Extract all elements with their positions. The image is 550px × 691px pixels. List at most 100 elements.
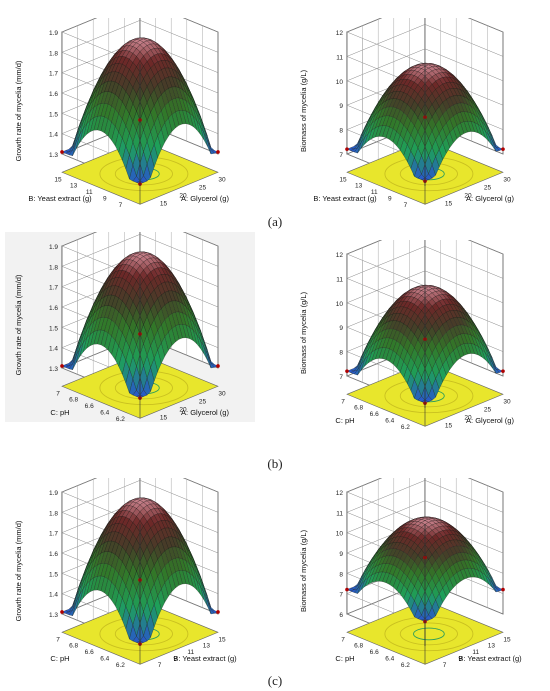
z-tick-label: 1.3 <box>49 152 58 159</box>
z-tick-label: 1.6 <box>49 551 58 558</box>
chart-panel-b-growth: 1.31.41.51.61.71.81.9101520253066.26.46.… <box>5 232 255 422</box>
y-tick-label: 7 <box>56 636 60 643</box>
x-tick-label: 11 <box>472 649 479 656</box>
design-point <box>501 147 505 151</box>
z-tick-label: 11 <box>336 54 343 61</box>
grid-line <box>346 24 504 89</box>
caption-a: (a) <box>267 214 283 229</box>
z-tick-label: 1.9 <box>49 244 58 251</box>
y-axis-title: C: pH <box>50 654 69 663</box>
design-point <box>345 147 349 151</box>
x-axis-title: A: Glycerol (g) <box>181 408 229 417</box>
x-tick-label: 15 <box>445 422 453 429</box>
y-tick-label: 13 <box>70 183 78 190</box>
grid-line <box>61 478 219 525</box>
y-tick-label: 9 <box>388 196 392 203</box>
z-axis-title: Biomass of mycelia (g/L) <box>299 529 308 612</box>
y-tick-label: 6.6 <box>370 411 379 418</box>
y-tick-label: 7 <box>341 398 345 405</box>
y-tick-label: 6.6 <box>370 649 379 656</box>
y-tick-label: 6.2 <box>401 424 410 430</box>
y-axis-title: C: pH <box>335 654 354 663</box>
y-axis-title: B: Yeast extract (g) <box>28 194 92 203</box>
z-tick-label: 1.8 <box>49 264 58 271</box>
y-tick-label: 7 <box>119 202 123 208</box>
response-surface <box>61 37 219 185</box>
y-tick-label: 6.2 <box>116 416 125 422</box>
x-tick-label: 30 <box>503 176 511 183</box>
z-tick-label: 9 <box>339 103 343 110</box>
y-tick-label: 7 <box>341 636 345 643</box>
y-axis-title: C: pH <box>50 408 69 417</box>
z-tick-label: 1.5 <box>49 325 58 332</box>
z-tick-label: 12 <box>336 252 344 259</box>
x-tick-label: 20 <box>464 414 472 421</box>
z-tick-label: 1.4 <box>49 132 58 139</box>
chart-panel-c-growth: 1.31.41.51.61.71.81.957911131566.26.46.6… <box>5 478 255 668</box>
z-tick-label: 12 <box>336 490 344 497</box>
x-axis-title: B: Yeast extract (g) <box>173 654 237 663</box>
y-tick-label: 6.8 <box>354 405 363 412</box>
design-point <box>501 587 505 592</box>
z-axis-title: Growth rate of mycelia (mm/d) <box>14 520 23 621</box>
chart-panel-a-biomass: 7891011121015202530579111315Biomass of m… <box>290 18 540 208</box>
z-tick-label: 12 <box>336 30 344 37</box>
x-axis-title: A: Glycerol (g) <box>466 416 514 425</box>
caption-b: (b) <box>267 456 283 471</box>
grid-line <box>61 480 219 545</box>
z-tick-label: 9 <box>339 551 343 558</box>
x-tick-label: 7 <box>443 662 447 668</box>
design-point <box>345 587 349 592</box>
x-tick-label: 20 <box>464 192 472 199</box>
response-surface <box>346 62 504 182</box>
y-tick-label: 6.6 <box>85 649 94 656</box>
floor-contour <box>413 627 445 641</box>
z-tick-label: 8 <box>339 571 343 578</box>
z-tick-label: 1.8 <box>49 50 58 57</box>
z-tick-label: 1.9 <box>49 30 58 37</box>
x-tick-label: 25 <box>199 398 207 405</box>
grid-line <box>61 232 219 279</box>
chart-panel-a-growth: 1.31.41.51.61.71.81.91015202530579111315… <box>5 18 255 208</box>
grid-line <box>346 240 504 287</box>
x-tick-label: 15 <box>160 200 168 207</box>
z-axis-title: Biomass of mycelia (g/L) <box>299 291 308 374</box>
z-tick-label: 9 <box>339 325 343 332</box>
z-tick-label: 7 <box>339 592 343 599</box>
grid-line <box>346 246 504 311</box>
x-tick-label: 13 <box>203 643 211 650</box>
y-tick-label: 6.4 <box>385 656 394 663</box>
surface-chart-svg: 1.31.41.51.61.71.81.91015202530579111315… <box>14 18 229 208</box>
design-point <box>216 150 220 154</box>
grid-line <box>61 18 219 65</box>
x-tick-label: 15 <box>503 636 511 643</box>
z-axis-title: Growth rate of mycelia (mm/d) <box>14 274 23 375</box>
y-tick-label: 6.4 <box>100 656 109 663</box>
y-tick-label: 6.4 <box>100 410 109 417</box>
x-tick-label: 25 <box>199 184 207 191</box>
z-tick-label: 10 <box>336 79 344 86</box>
z-tick-label: 8 <box>339 350 343 357</box>
z-tick-label: 1.7 <box>49 285 58 292</box>
grid-line <box>346 480 504 545</box>
z-tick-label: 1.5 <box>49 111 58 118</box>
x-tick-label: 11 <box>187 649 194 656</box>
x-tick-label: 30 <box>503 398 511 405</box>
y-tick-label: 6.2 <box>401 662 410 668</box>
y-tick-label: 11 <box>86 189 93 196</box>
surface-chart-svg: 1.31.41.51.61.71.81.9101520253066.26.46.… <box>14 232 229 422</box>
z-tick-label: 1.3 <box>49 366 58 373</box>
x-tick-label: 15 <box>218 636 226 643</box>
y-tick-label: 6.2 <box>116 662 125 668</box>
x-axis-title: B: Yeast extract (g) <box>458 654 522 663</box>
z-tick-label: 7 <box>339 152 343 159</box>
design-point <box>216 364 220 368</box>
surface-chart-svg: 7891011121015202530579111315Biomass of m… <box>299 18 514 208</box>
x-tick-label: 30 <box>218 176 226 183</box>
z-axis-title: Biomass of mycelia (g/L) <box>299 69 308 152</box>
x-tick-label: 7 <box>158 662 162 668</box>
grid-line <box>61 234 219 299</box>
response-surface <box>346 516 504 622</box>
y-tick-label: 9 <box>103 196 107 203</box>
y-tick-label: 15 <box>339 176 347 183</box>
